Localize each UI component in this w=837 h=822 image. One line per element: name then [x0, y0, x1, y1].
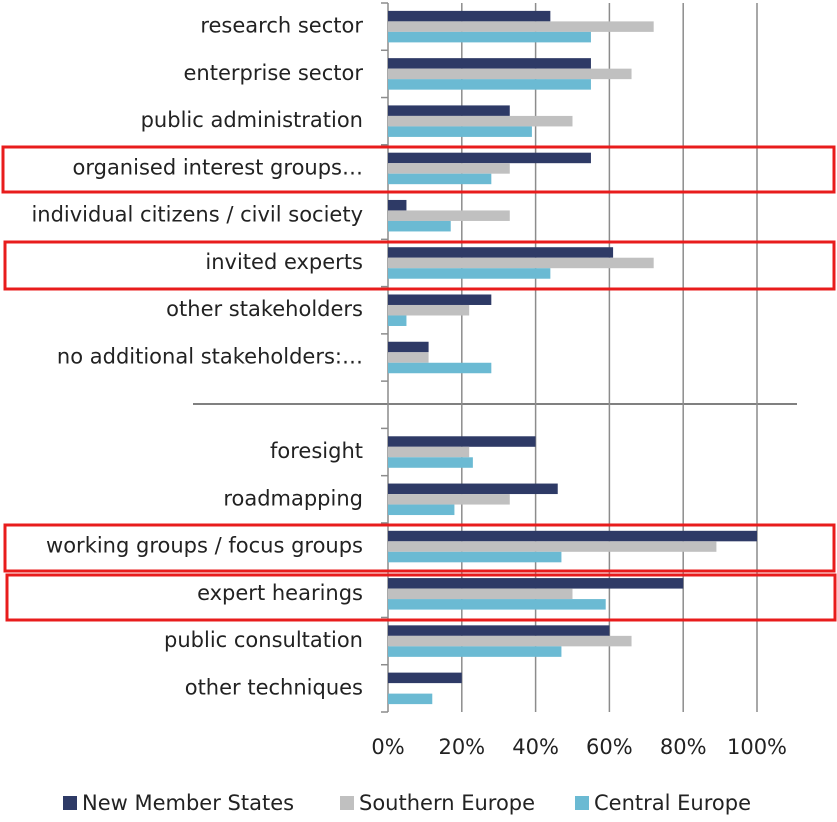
bar [388, 494, 510, 505]
y-tick-label: other stakeholders [166, 297, 363, 321]
bar [388, 588, 573, 600]
x-tick-label: 80% [660, 735, 707, 759]
bar [388, 457, 473, 468]
bar [388, 247, 614, 258]
y-tick-label: research sector [200, 14, 363, 38]
bar [388, 31, 591, 43]
bar [388, 79, 591, 90]
x-tick-label: 0% [371, 735, 404, 759]
bar [388, 220, 451, 232]
bar [388, 58, 591, 69]
bar [388, 126, 532, 137]
bar [388, 599, 606, 610]
bar [388, 21, 654, 32]
y-tick-label: public administration [141, 108, 363, 132]
y-tick-label: no additional stakeholders:… [57, 345, 363, 369]
bar [388, 530, 757, 542]
bar [388, 105, 510, 116]
y-tick-label: expert hearings [197, 581, 363, 605]
bar [388, 268, 551, 279]
highlight-box [1, 145, 836, 194]
bar [388, 315, 407, 326]
legend-swatch [340, 796, 354, 810]
y-tick-label: individual citizens / civil society [31, 203, 363, 227]
bar [388, 341, 429, 353]
x-tick-label: 40% [512, 735, 559, 759]
x-tick-label: 100% [727, 735, 787, 759]
x-tick-label: 20% [438, 735, 485, 759]
y-tick-label: organised interest groups… [73, 155, 364, 179]
bar [388, 152, 591, 164]
bar [388, 68, 632, 80]
bar [388, 672, 462, 684]
bar [388, 163, 510, 174]
highlight-box [5, 573, 837, 622]
bar [388, 352, 429, 363]
y-tick-label: foresight [270, 439, 363, 463]
highlight-box [3, 240, 836, 291]
bar [388, 304, 470, 316]
y-tick-label: public consultation [164, 628, 363, 652]
plot: 0% 20% 40% 60% 80% 100% research sector enterpr… [31, 2, 787, 759]
bar [388, 10, 551, 22]
bar [388, 446, 470, 458]
bar [388, 294, 492, 305]
bar [388, 693, 433, 705]
x-tick-label: 60% [586, 735, 633, 759]
bar [388, 541, 717, 552]
y-tick-label: working groups / focus groups [46, 534, 363, 558]
bar [388, 504, 455, 516]
bar [388, 483, 558, 495]
bar [388, 635, 632, 647]
bar [388, 173, 492, 185]
y-tick-label: other techniques [185, 675, 363, 699]
legend-swatch [575, 796, 589, 810]
y-tick-label: invited experts [205, 250, 363, 274]
bar [388, 436, 536, 447]
y-tick-label: roadmapping [223, 486, 363, 510]
highlight-box [3, 523, 836, 573]
bar [388, 551, 562, 563]
legend-swatch [63, 796, 77, 810]
bar [388, 362, 492, 374]
bar [388, 578, 684, 589]
bar [388, 199, 407, 211]
bar [388, 210, 510, 221]
legend-label: Southern Europe [359, 791, 535, 815]
legend-label: Central Europe [594, 791, 751, 815]
bar [388, 257, 654, 269]
bar [388, 625, 610, 636]
y-tick-label: enterprise sector [184, 61, 364, 85]
legend-label: New Member States [82, 791, 294, 815]
bar [388, 646, 562, 657]
bar [388, 115, 573, 127]
